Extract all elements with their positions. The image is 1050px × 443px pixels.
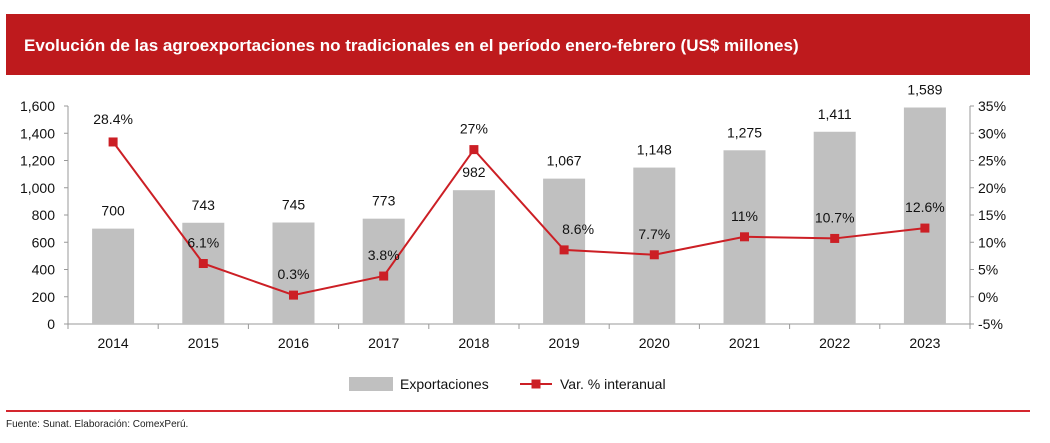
header-bar bbox=[6, 14, 1030, 75]
left-tick-label: 800 bbox=[32, 207, 56, 223]
source-note: Fuente: Sunat. Elaboración: ComexPerú. bbox=[6, 419, 189, 430]
line-marker bbox=[469, 145, 479, 155]
legend-label-exportaciones: Exportaciones bbox=[400, 376, 489, 392]
line-value-label: 11% bbox=[731, 208, 758, 224]
line-value-label: 7.7% bbox=[638, 226, 670, 242]
bar-value-label: 700 bbox=[101, 203, 125, 219]
x-tick-label: 2018 bbox=[458, 335, 489, 351]
line-marker bbox=[830, 233, 840, 243]
x-tick-label: 2022 bbox=[819, 335, 850, 351]
legend-marker bbox=[531, 379, 541, 389]
bar-value-label: 745 bbox=[282, 196, 306, 212]
right-tick-label: 35% bbox=[978, 98, 1006, 114]
bar-value-label: 1,589 bbox=[907, 81, 942, 97]
line-value-label: 10.7% bbox=[815, 209, 855, 225]
left-tick-label: 1,400 bbox=[20, 125, 55, 141]
chart-title: Evolución de las agroexportaciones no tr… bbox=[24, 36, 799, 55]
x-tick-label: 2021 bbox=[729, 335, 760, 351]
right-tick-label: 30% bbox=[978, 125, 1006, 141]
bar-exportaciones bbox=[272, 222, 315, 324]
right-tick-label: -5% bbox=[978, 316, 1003, 332]
bar-exportaciones bbox=[903, 107, 946, 324]
x-tick-label: 2017 bbox=[368, 335, 399, 351]
left-tick-label: 400 bbox=[32, 262, 56, 278]
right-tick-label: 10% bbox=[978, 234, 1006, 250]
bar-value-label: 982 bbox=[462, 164, 486, 180]
right-tick-label: 5% bbox=[978, 262, 998, 278]
line-marker bbox=[559, 245, 569, 255]
bar-exportaciones bbox=[92, 228, 135, 324]
right-tick-label: 25% bbox=[978, 153, 1006, 169]
x-tick-label: 2023 bbox=[909, 335, 940, 351]
left-tick-label: 0 bbox=[47, 316, 55, 332]
bar-value-label: 1,411 bbox=[818, 106, 852, 122]
line-marker bbox=[379, 271, 389, 281]
bar-exportaciones bbox=[362, 218, 405, 324]
line-marker bbox=[108, 137, 118, 147]
line-marker bbox=[920, 223, 930, 233]
x-tick-label: 2015 bbox=[188, 335, 219, 351]
x-tick-label: 2014 bbox=[98, 335, 129, 351]
footer-divider bbox=[6, 410, 1030, 412]
bar-value-label: 743 bbox=[192, 197, 216, 213]
line-value-label: 28.4% bbox=[93, 111, 133, 127]
left-tick-label: 600 bbox=[32, 234, 56, 250]
line-marker bbox=[740, 232, 749, 242]
bar-value-label: 1,275 bbox=[727, 124, 762, 140]
x-tick-label: 2016 bbox=[278, 335, 309, 351]
left-tick-label: 200 bbox=[32, 289, 56, 305]
right-tick-label: 0% bbox=[978, 289, 998, 305]
bar-value-label: 1,067 bbox=[547, 153, 582, 169]
bar-exportaciones bbox=[182, 222, 225, 324]
line-var-interanual bbox=[112, 141, 926, 297]
left-tick-label: 1,600 bbox=[20, 98, 55, 114]
line-value-label: 0.3% bbox=[278, 266, 310, 282]
right-tick-label: 15% bbox=[978, 207, 1006, 223]
x-tick-label: 2020 bbox=[639, 335, 670, 351]
bar-exportaciones bbox=[633, 167, 676, 324]
bar-exportaciones bbox=[452, 190, 495, 324]
x-tick-label: 2019 bbox=[549, 335, 580, 351]
line-value-label: 27% bbox=[460, 121, 488, 137]
right-tick-label: 20% bbox=[978, 180, 1006, 196]
left-tick-label: 1,200 bbox=[20, 153, 55, 169]
bar-exportaciones bbox=[813, 131, 856, 324]
bar-value-label: 773 bbox=[372, 193, 396, 209]
line-marker bbox=[198, 259, 208, 269]
line-marker bbox=[649, 250, 659, 260]
line-value-label: 3.8% bbox=[368, 247, 400, 263]
legend-swatch-exportaciones bbox=[349, 377, 393, 391]
left-tick-label: 1,000 bbox=[20, 180, 55, 196]
bar-value-label: 1,148 bbox=[637, 142, 672, 158]
line-marker bbox=[289, 290, 298, 300]
legend-label-var: Var. % interanual bbox=[560, 376, 666, 392]
line-value-label: 12.6% bbox=[905, 199, 945, 215]
line-value-label: 6.1% bbox=[187, 235, 219, 251]
line-value-label: 8.6% bbox=[562, 221, 594, 237]
